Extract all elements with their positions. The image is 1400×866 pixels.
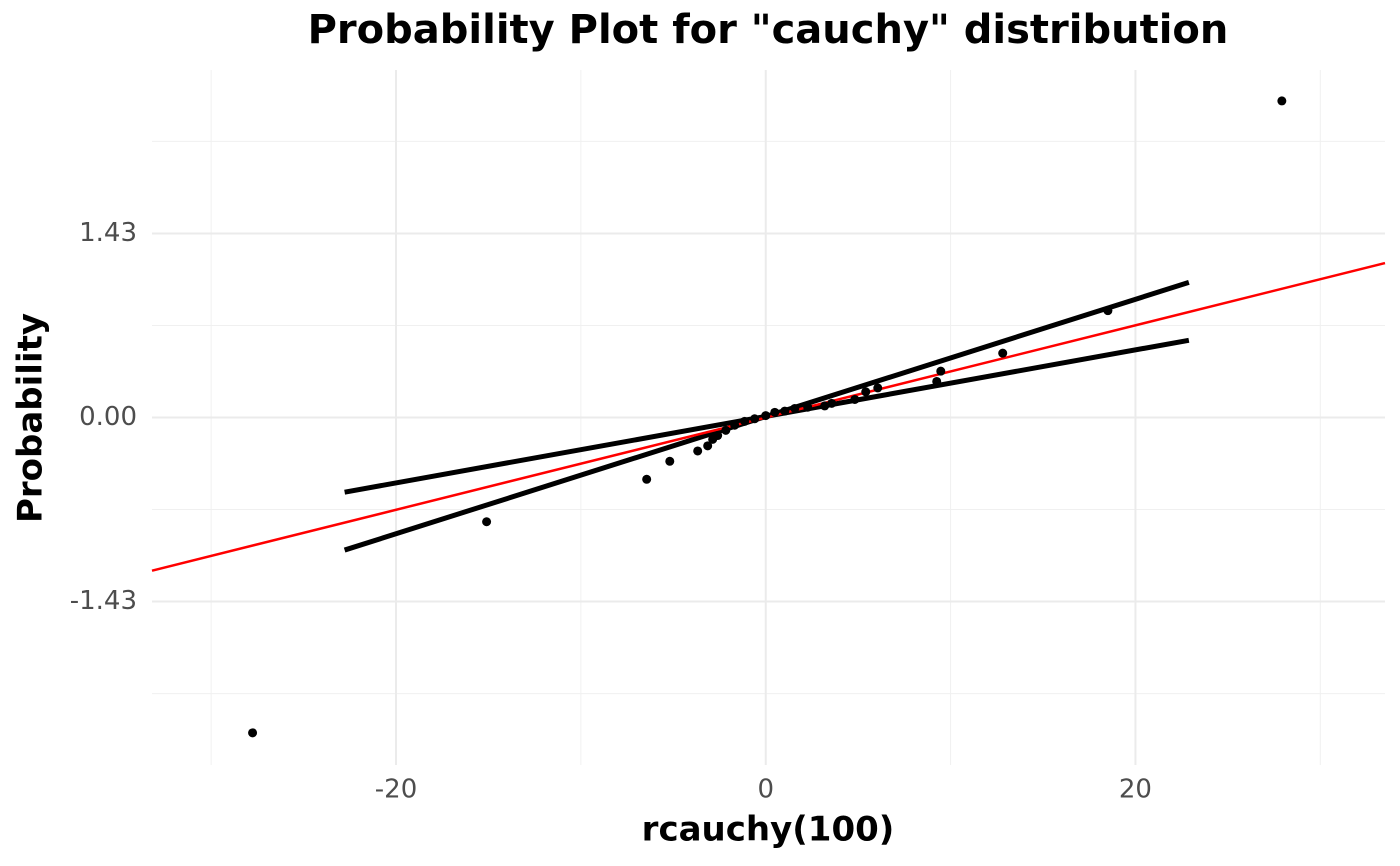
point [1103, 306, 1113, 316]
x-axis-label: rcauchy(100) [642, 810, 895, 850]
point [761, 411, 771, 421]
y-axis-label: Probability [11, 313, 51, 523]
point [803, 402, 813, 412]
point [482, 517, 492, 527]
point [998, 348, 1008, 358]
point [740, 416, 750, 426]
point [721, 425, 731, 435]
point [248, 728, 258, 738]
point [861, 387, 871, 397]
point [770, 407, 780, 417]
x-tick-label: 20 [1119, 775, 1152, 805]
point [820, 401, 830, 411]
point [693, 446, 703, 456]
point [790, 403, 800, 413]
point [873, 383, 883, 393]
point [1277, 96, 1287, 106]
y-tick-label: 1.43 [79, 218, 137, 248]
point [932, 376, 942, 386]
y-tick-label: 0.00 [79, 402, 137, 432]
chart-title: Probability Plot for "cauchy" distributi… [308, 7, 1229, 53]
x-tick-label: -20 [375, 775, 417, 805]
point [665, 456, 675, 466]
point [936, 366, 946, 376]
point [642, 474, 652, 484]
point [703, 441, 713, 451]
point [850, 394, 860, 404]
point [827, 398, 837, 408]
point [780, 406, 790, 416]
x-tick-label: 0 [757, 775, 774, 805]
point [750, 414, 760, 424]
point [730, 420, 740, 430]
y-tick-label: -1.43 [70, 586, 137, 616]
point [713, 431, 723, 441]
